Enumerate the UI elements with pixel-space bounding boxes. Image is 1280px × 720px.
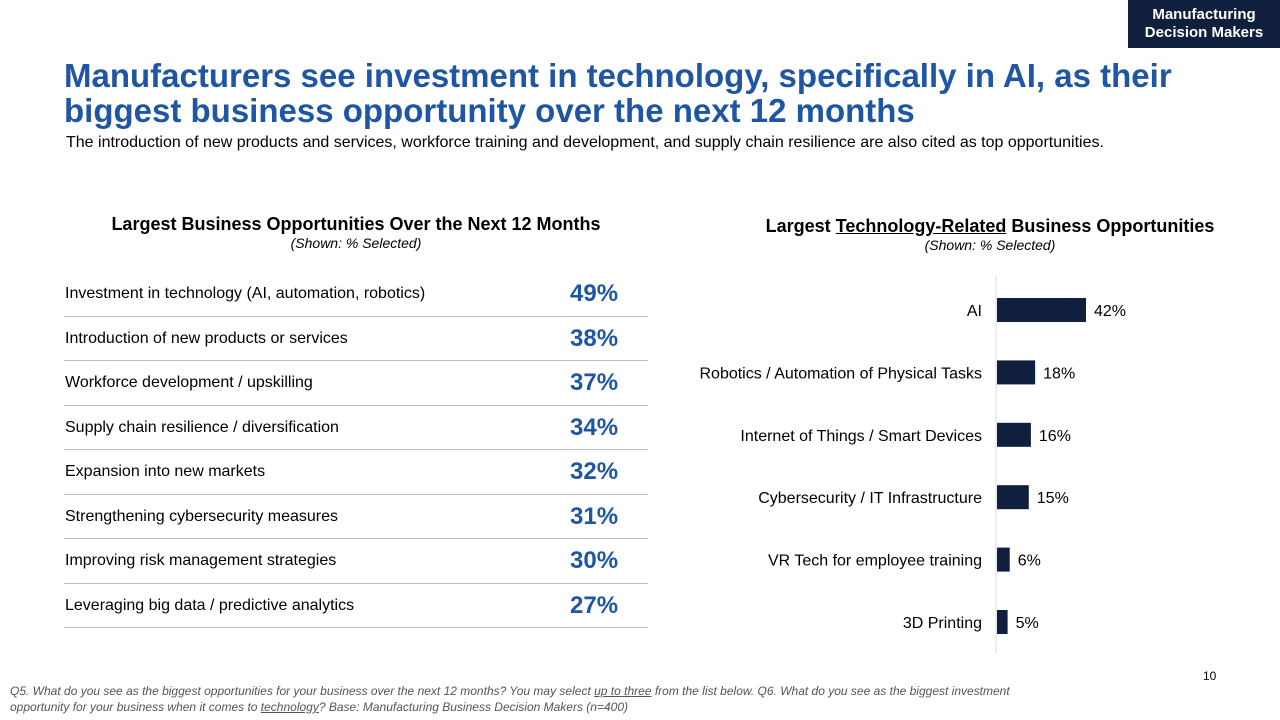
list-item: Investment in technology (AI, automation…: [64, 272, 648, 317]
list-item: Workforce development / upskilling 37%: [64, 361, 648, 406]
list-item: Strengthening cybersecurity measures 31%: [64, 495, 648, 539]
left-panel-heading: Largest Business Opportunities Over the …: [111, 214, 601, 234]
list-item: Expansion into new markets 32%: [64, 450, 648, 495]
audience-badge-line1: Manufacturing: [1152, 6, 1256, 23]
footnote-part2: from the list below. Q6. What do you see…: [10, 684, 1010, 714]
chart-data-label: 6%: [1018, 553, 1041, 570]
chart-bar: [997, 422, 1031, 447]
list-item-value: 32%: [570, 458, 619, 485]
tech-opportunities-chart: AI 42% Robotics / Automation of Physical T…: [699, 276, 1126, 654]
chart-bar: [997, 485, 1029, 510]
list-item-label: Supply chain resilience / diversificatio…: [65, 418, 339, 436]
chart-data-label: 5%: [1016, 615, 1039, 632]
chart-category-label: VR Tech for employee training: [768, 553, 982, 570]
audience-badge: Manufacturing Decision Makers: [1128, 0, 1280, 48]
right-heading-post: Business Opportunities: [1006, 216, 1215, 236]
chart-bar: [997, 298, 1086, 322]
chart-category-label: Robotics / Automation of Physical Tasks: [699, 365, 982, 382]
list-item-label: Strengthening cybersecurity measures: [65, 507, 339, 525]
right-panel-subheading: (Shown: % Selected): [924, 237, 1056, 253]
footnote: Q5. What do you see as the biggest oppor…: [10, 683, 1030, 715]
chart-data-label: 16%: [1039, 428, 1071, 445]
list-item-label: Improving risk management strategies: [65, 552, 337, 569]
left-panel-header: Largest Business Opportunities Over the …: [64, 213, 648, 252]
chart-data-label: 15%: [1037, 490, 1069, 507]
chart-category-label: Internet of Things / Smart Devices: [740, 428, 982, 445]
right-heading-underlined: Technology-Related: [835, 216, 1007, 236]
slide-title: Manufacturers see investment in technolo…: [64, 57, 1172, 129]
chart-data-label: 18%: [1043, 365, 1075, 382]
list-item-value: 38%: [570, 324, 619, 352]
list-item-label: Introduction of new products or services: [65, 329, 348, 347]
right-panel-header: Largest Technology-Related Business Oppo…: [740, 215, 1240, 254]
chart-bar: [997, 547, 1010, 572]
footnote-part1: Q5. What do you see as the biggest oppor…: [10, 684, 595, 698]
right-panel-heading: Largest Technology-Related Business Oppo…: [740, 215, 1240, 237]
list-item: Supply chain resilience / diversificatio…: [64, 406, 648, 450]
right-heading-pre: Largest: [765, 216, 836, 236]
list-item-label: Investment in technology (AI, automation…: [65, 285, 426, 302]
list-item-value: 34%: [570, 413, 619, 441]
list-item: Improving risk management strategies 30%: [64, 539, 648, 584]
opportunities-list: Investment in technology (AI, automation…: [64, 272, 648, 628]
list-item: Leveraging big data / predictive analyti…: [64, 584, 648, 628]
page-number: 10: [1203, 669, 1217, 683]
footnote-part3: ? Base: Manufacturing Business Decision …: [318, 700, 628, 714]
list-item-label: Leveraging big data / predictive analyti…: [65, 596, 355, 614]
chart-category-label: Cybersecurity / IT Infrastructure: [758, 490, 982, 507]
list-item-value: 31%: [570, 502, 619, 530]
list-item-value: 30%: [570, 547, 619, 574]
list-item: Introduction of new products or services…: [64, 317, 648, 361]
footnote-underline2: technology: [260, 700, 319, 714]
list-item-label: Workforce development / upskilling: [65, 374, 313, 391]
slide-subtitle: The introduction of new products and ser…: [66, 134, 1104, 151]
list-item-value: 49%: [570, 280, 619, 307]
chart-data-label: 42%: [1094, 303, 1126, 320]
list-item-value: 27%: [570, 591, 619, 619]
list-item-value: 37%: [570, 369, 619, 396]
footnote-underline1: up to three: [594, 684, 652, 698]
left-panel-subheading: (Shown: % Selected): [290, 235, 422, 251]
list-item-label: Expansion into new markets: [65, 463, 266, 480]
chart-bar: [997, 360, 1036, 385]
chart-bar: [997, 610, 1008, 634]
chart-category-label: 3D Printing: [903, 615, 982, 632]
chart-category-label: AI: [967, 303, 982, 320]
audience-badge-line2: Decision Makers: [1144, 24, 1264, 41]
